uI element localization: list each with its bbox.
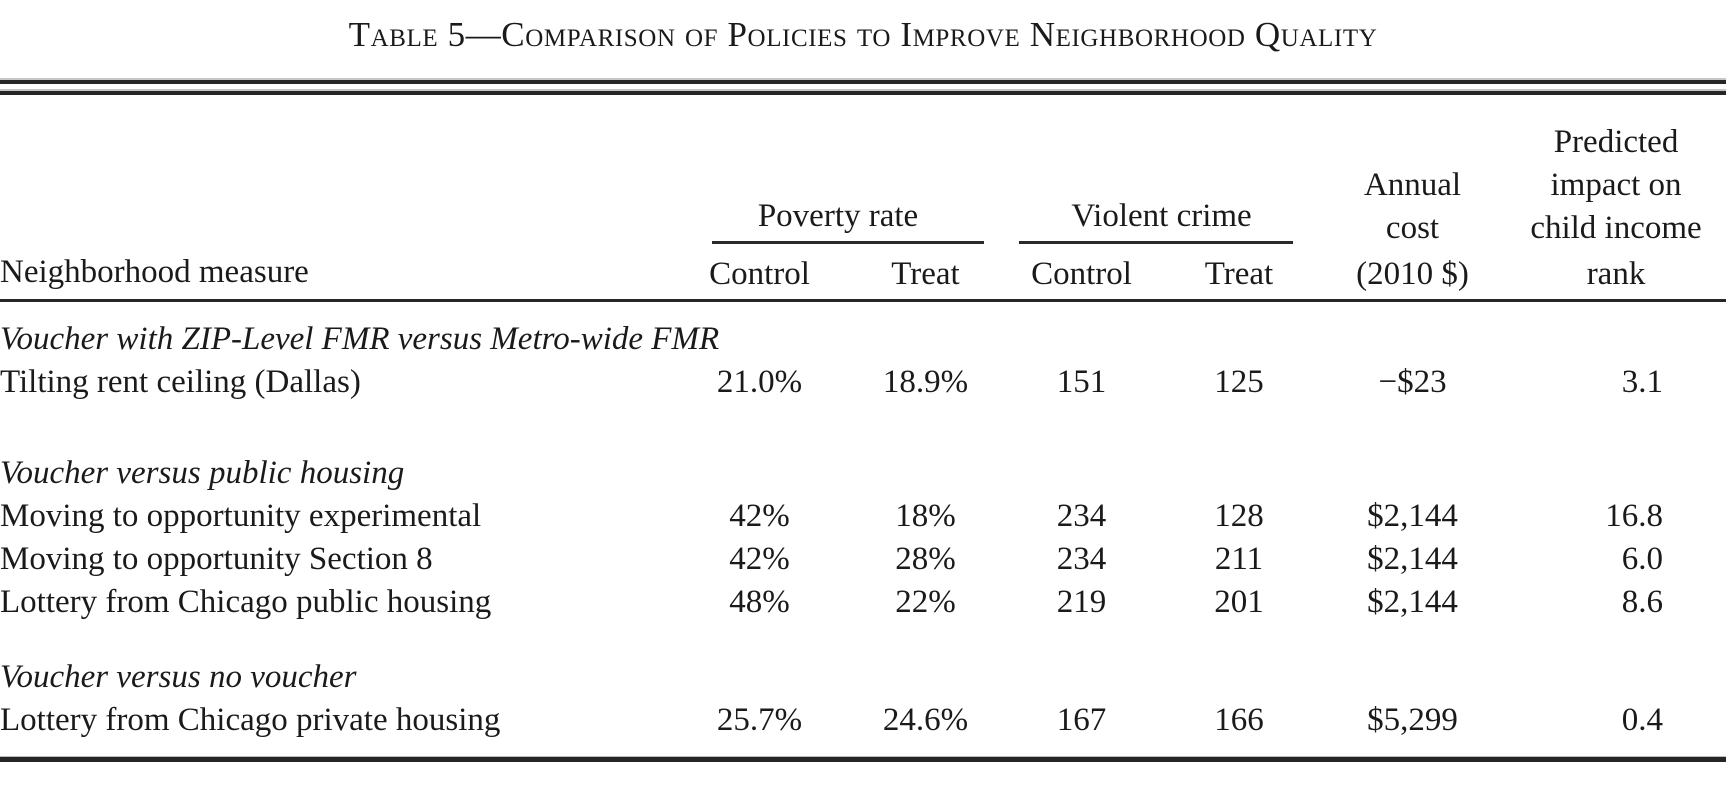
header-group-poverty-rate: Poverty rate bbox=[672, 95, 1004, 250]
spacer-row bbox=[0, 624, 1726, 656]
cell-crime-control: 167 bbox=[1056, 702, 1107, 738]
bottom-rule bbox=[0, 756, 1726, 762]
cell-poverty-treat: 22% bbox=[895, 584, 956, 620]
table-row-mto-section8: Moving to opportunity Section 8 42% 28% … bbox=[0, 538, 1726, 581]
table-body: Voucher with ZIP-Level FMR versus Metro-… bbox=[0, 301, 1726, 757]
cell-predicted-impact: 8.6 bbox=[1621, 584, 1664, 620]
header-row-columns: Control Treat Control Treat (2010 $) ran… bbox=[0, 250, 1726, 302]
paper-page: Table 5—Comparison of Policies to Improv… bbox=[0, 12, 1726, 792]
cell-poverty-treat: 24.6% bbox=[882, 702, 969, 738]
cell-measure: Moving to opportunity Section 8 bbox=[0, 541, 433, 577]
cell-crime-treat: 125 bbox=[1214, 364, 1264, 400]
cell-poverty-control: 42% bbox=[729, 498, 790, 534]
cell-annual-cost: $2,144 bbox=[1367, 498, 1458, 534]
table-row-tilting-rent-ceiling: Tilting rent ceiling (Dallas) 21.0% 18.9… bbox=[0, 361, 1726, 404]
section-heading-row-1: Voucher with ZIP-Level FMR versus Metro-… bbox=[0, 301, 1726, 362]
cell-measure: Moving to opportunity experimental bbox=[0, 498, 482, 534]
cell-poverty-control: 25.7% bbox=[716, 702, 803, 738]
cell-annual-cost: $2,144 bbox=[1367, 541, 1458, 577]
cell-poverty-control: 42% bbox=[729, 541, 790, 577]
table-row-lottery-chicago-private: Lottery from Chicago private housing 25.… bbox=[0, 699, 1726, 756]
cell-poverty-treat: 18% bbox=[895, 498, 956, 534]
header-group-violent-crime: Violent crime bbox=[1004, 95, 1319, 250]
cell-annual-cost: $2,144 bbox=[1367, 584, 1458, 620]
cell-poverty-treat: 28% bbox=[895, 541, 956, 577]
section-heading-row-3: Voucher versus no voucher bbox=[0, 656, 1726, 699]
comparison-table: Neighborhood measure Poverty rate Violen… bbox=[0, 95, 1726, 756]
violent-crime-label: Violent crime bbox=[1071, 198, 1252, 234]
cell-measure: Lottery from Chicago public housing bbox=[0, 584, 492, 620]
cell-measure: Lottery from Chicago private housing bbox=[0, 702, 501, 738]
cell-poverty-control: 48% bbox=[729, 584, 790, 620]
spacer-row bbox=[0, 404, 1726, 452]
cell-poverty-control: 21.0% bbox=[716, 364, 803, 400]
cell-measure: Tilting rent ceiling (Dallas) bbox=[0, 364, 361, 400]
top-rule-line-2 bbox=[0, 89, 1726, 95]
table-row-lottery-chicago-public: Lottery from Chicago public housing 48% … bbox=[0, 581, 1726, 624]
table-title: Table 5—Comparison of Policies to Improv… bbox=[348, 15, 1378, 54]
poverty-rate-label: Poverty rate bbox=[757, 198, 919, 234]
cell-predicted-impact: 6.0 bbox=[1621, 541, 1664, 577]
cell-crime-treat: 211 bbox=[1214, 541, 1264, 577]
cell-crime-control: 151 bbox=[1056, 364, 1107, 400]
header-annual-cost: Annual cost bbox=[1363, 167, 1462, 246]
cell-predicted-impact: 3.1 bbox=[1621, 364, 1664, 400]
header-crime-control: Control bbox=[1004, 250, 1160, 302]
table-row-mto-experimental: Moving to opportunity experimental 42% 1… bbox=[0, 495, 1726, 538]
cell-crime-treat: 201 bbox=[1214, 584, 1264, 620]
top-double-rule bbox=[0, 78, 1726, 95]
cell-crime-treat: 166 bbox=[1214, 702, 1264, 738]
section-heading: Voucher with ZIP-Level FMR versus Metro-… bbox=[0, 321, 720, 357]
cell-poverty-treat: 18.9% bbox=[882, 364, 969, 400]
cell-crime-control: 234 bbox=[1056, 498, 1107, 534]
header-row-groups: Neighborhood measure Poverty rate Violen… bbox=[0, 95, 1726, 302]
section-heading: Voucher versus public housing bbox=[0, 455, 405, 491]
cell-crime-treat: 128 bbox=[1214, 498, 1264, 534]
header-poverty-control: Control bbox=[672, 250, 847, 302]
header-poverty-treat: Treat bbox=[847, 250, 1005, 302]
header-predicted-rank: rank bbox=[1506, 250, 1726, 302]
cell-crime-control: 234 bbox=[1056, 541, 1107, 577]
header-predicted-impact: Predicted impact on child income bbox=[1530, 124, 1702, 246]
section-heading-row-2: Voucher versus public housing bbox=[0, 452, 1726, 495]
poverty-rate-underline bbox=[712, 241, 985, 244]
header-neighborhood-measure: Neighborhood measure bbox=[0, 95, 672, 302]
section-heading: Voucher versus no voucher bbox=[0, 659, 357, 695]
cell-predicted-impact: 16.8 bbox=[1605, 498, 1664, 534]
cell-crime-control: 219 bbox=[1056, 584, 1107, 620]
table-header: Neighborhood measure Poverty rate Violen… bbox=[0, 95, 1726, 302]
header-crime-treat: Treat bbox=[1159, 250, 1320, 302]
header-annual-cost-units: (2010 $) bbox=[1319, 250, 1507, 302]
cell-annual-cost: −$23 bbox=[1378, 364, 1447, 400]
top-rule-line-1 bbox=[0, 78, 1726, 84]
cell-predicted-impact: 0.4 bbox=[1621, 702, 1664, 738]
violent-crime-underline bbox=[1019, 241, 1294, 244]
cell-annual-cost: $5,299 bbox=[1367, 702, 1458, 738]
